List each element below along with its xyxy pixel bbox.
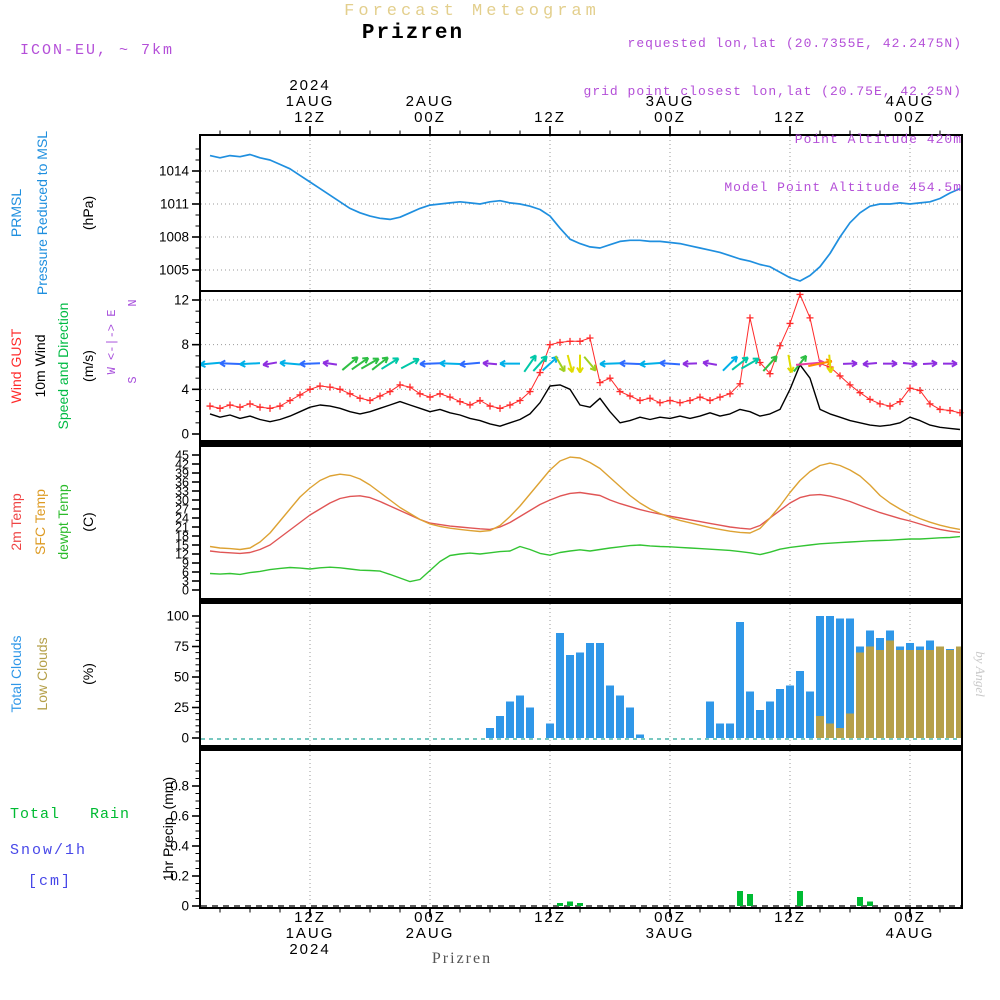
svg-text:4AUG: 4AUG <box>886 93 935 110</box>
svg-text:30: 30 <box>175 494 189 508</box>
model-label: ICON-EU, ~ 7km <box>20 42 175 59</box>
svg-text:27: 27 <box>175 503 189 517</box>
svg-text:25: 25 <box>174 700 189 715</box>
svg-text:12: 12 <box>175 548 189 562</box>
svg-text:18: 18 <box>175 530 189 544</box>
svg-text:21: 21 <box>175 521 189 535</box>
svg-text:12Z: 12Z <box>294 909 326 926</box>
svg-text:1AUG: 1AUG <box>286 925 335 942</box>
svg-text:00Z: 00Z <box>654 909 686 926</box>
svg-text:8: 8 <box>181 337 189 352</box>
svg-text:1008: 1008 <box>159 230 189 245</box>
compass-south-label: S <box>126 376 140 384</box>
credit-watermark: by Angel <box>973 651 988 697</box>
svg-text:0: 0 <box>181 427 189 442</box>
svg-text:45: 45 <box>175 449 189 463</box>
wind-gust-label: Wind GUST <box>8 328 24 404</box>
svg-text:4AUG: 4AUG <box>886 925 935 942</box>
footer-station-label: Prizren <box>431 950 493 967</box>
header-requested-lonlat: requested lon,lat (20.7355E, 42.2475N) <box>627 36 962 51</box>
station-title: Prizren <box>361 22 465 45</box>
svg-text:75: 75 <box>174 639 189 654</box>
svg-text:2024: 2024 <box>289 941 330 958</box>
svg-text:1005: 1005 <box>159 263 189 278</box>
svg-text:1014: 1014 <box>159 164 190 179</box>
svg-text:1011: 1011 <box>160 197 189 212</box>
svg-text:12Z: 12Z <box>294 109 326 126</box>
temp-dewpt-label: dewpt Temp <box>55 484 71 560</box>
svg-text:0: 0 <box>181 899 189 914</box>
svg-text:9: 9 <box>182 557 189 571</box>
svg-text:100: 100 <box>166 609 189 624</box>
svg-text:3AUG: 3AUG <box>646 925 695 942</box>
snow-label: Snow/1h <box>10 842 88 859</box>
svg-text:42: 42 <box>175 458 189 472</box>
svg-text:00Z: 00Z <box>414 909 446 926</box>
header-grid-point-lonlat: grid point closest lon,lat (20.75E, 42.2… <box>583 84 962 99</box>
temp-unit-label: (C) <box>80 512 96 532</box>
svg-text:3: 3 <box>182 575 189 589</box>
svg-text:0: 0 <box>181 731 189 746</box>
svg-text:00Z: 00Z <box>894 909 926 926</box>
svg-text:0: 0 <box>182 584 189 598</box>
wind-10m-label: 10m Wind <box>32 334 48 398</box>
svg-text:24: 24 <box>175 512 189 526</box>
svg-text:00Z: 00Z <box>654 109 686 126</box>
svg-text:2AUG: 2AUG <box>406 925 455 942</box>
svg-text:1AUG: 1AUG <box>286 93 335 110</box>
header-model-point-altitude: Model Point Altitude 454.5m <box>724 180 962 195</box>
svg-text:12Z: 12Z <box>534 909 566 926</box>
svg-text:12: 12 <box>174 292 189 307</box>
total-clouds-label: Total Clouds <box>8 635 24 713</box>
clouds-unit-label: (%) <box>80 663 96 685</box>
svg-text:00Z: 00Z <box>414 109 446 126</box>
svg-text:0.8: 0.8 <box>170 779 189 794</box>
svg-text:0.4: 0.4 <box>170 839 189 854</box>
compass-west-east-icon: W <-|-> E <box>105 309 119 375</box>
wind-unit-label: (m/s) <box>80 350 96 382</box>
svg-text:12Z: 12Z <box>774 109 806 126</box>
svg-text:39: 39 <box>175 467 189 481</box>
header-geo-block: requested lon,lat (20.7355E, 42.2475N) g… <box>584 4 962 228</box>
svg-text:6: 6 <box>182 566 189 580</box>
pressure-unit-label: (hPa) <box>80 195 96 231</box>
header-point-altitude: Point Altitude 420m <box>794 132 962 147</box>
svg-text:0.2: 0.2 <box>170 869 189 884</box>
svg-text:00Z: 00Z <box>894 109 926 126</box>
svg-text:4: 4 <box>181 382 189 397</box>
page-title-watermark: Forecast Meteogram <box>344 2 600 21</box>
low-clouds-label: Low Clouds <box>34 637 50 711</box>
svg-text:2AUG: 2AUG <box>406 93 455 110</box>
svg-text:15: 15 <box>175 539 189 553</box>
snow-unit-label: [cm] <box>28 873 73 890</box>
temp-sfc-label: SFC Temp <box>32 489 48 555</box>
svg-text:33: 33 <box>175 485 189 499</box>
wind-speed-direction-label: Speed and Direction <box>55 302 71 430</box>
svg-text:36: 36 <box>175 476 189 490</box>
svg-text:12Z: 12Z <box>534 109 566 126</box>
temp-2m-label: 2m Temp <box>8 493 24 551</box>
total-rain-label: Total Rain <box>10 806 131 823</box>
compass-north-label: N <box>126 299 140 307</box>
precip-axis-label: 1hr Precip (mm) <box>160 776 176 882</box>
svg-text:12Z: 12Z <box>774 909 806 926</box>
svg-text:0.6: 0.6 <box>170 809 189 824</box>
svg-text:50: 50 <box>174 670 189 685</box>
pressure-label-long: Pressure Reduced to MSL <box>34 130 50 296</box>
svg-text:3AUG: 3AUG <box>646 93 695 110</box>
svg-text:2024: 2024 <box>289 77 330 94</box>
pressure-label-prmsl: PRMSL <box>8 188 24 238</box>
